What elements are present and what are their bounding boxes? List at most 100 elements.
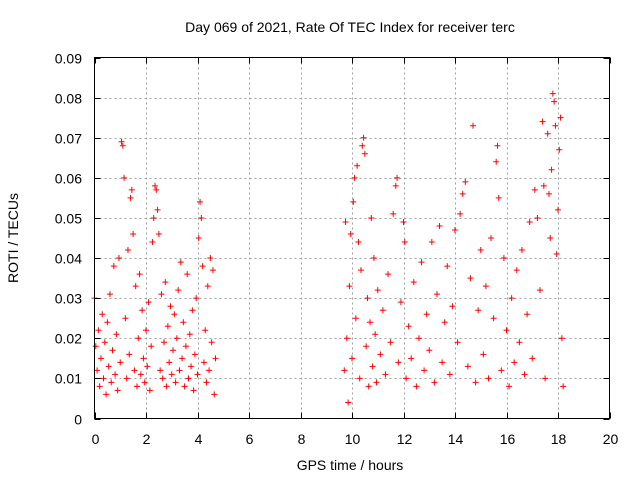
y-tick-label: 0 [74,412,82,428]
data-point [472,379,479,386]
data-point [152,182,159,189]
y-tick-label: 0.03 [55,291,82,307]
x-tick-label: 10 [345,431,361,447]
data-point [373,379,380,386]
data-point [199,263,206,270]
data-point [495,194,502,201]
data-point [521,371,528,378]
data-point [374,287,381,294]
data-point [410,279,417,286]
data-point [167,303,174,310]
x-tick-labels: 0 2 4 6 8 10 12 14 16 18 20 [92,431,619,447]
data-point [343,335,350,342]
data-point [477,247,484,254]
x-tick-label: 12 [397,431,413,447]
data-point [119,142,126,149]
data-point [390,210,397,217]
data-point [431,379,438,386]
data-point [516,339,523,346]
data-point [400,218,407,225]
data-point [508,295,515,302]
data-point [372,331,379,338]
data-point [168,371,175,378]
data-point [351,174,358,181]
data-point [423,311,430,318]
data-point [92,343,99,350]
data-point [540,182,547,189]
x-tick-label: 14 [448,431,464,447]
data-point [113,331,120,338]
x-tick-label: 16 [500,431,516,447]
y-tick-label: 0.05 [55,211,82,227]
data-point [529,355,536,362]
data-point [170,347,177,354]
data-point [480,351,487,358]
data-point [115,255,122,262]
data-point [135,335,142,342]
data-point [459,190,466,197]
data-point [176,367,183,374]
data-point [211,391,218,398]
data-point [198,214,205,221]
data-point [150,214,157,221]
data-point [475,307,482,314]
grid [94,57,610,419]
axis-ticks [94,57,611,420]
data-point [108,379,115,386]
data-point [166,359,173,366]
data-point [194,371,201,378]
data-point [494,142,501,149]
data-point [137,371,144,378]
data-point [557,114,564,121]
data-point [103,391,110,398]
data-point [470,122,477,129]
data-point [164,323,171,330]
x-tick-label: 20 [603,431,619,447]
data-point [482,283,489,290]
data-point [544,130,551,137]
data-point [188,363,195,370]
data-point [536,287,543,294]
data-point [418,259,425,266]
data-point [161,339,168,346]
data-point [97,355,104,362]
data-point [405,323,412,330]
y-tick-labels: 0 0.01 0.02 0.03 0.04 0.05 0.06 0.07 0.08 0.09 [55,51,82,428]
data-point [421,367,428,374]
data-point [350,198,357,205]
data-point [368,214,375,221]
data-point [490,315,497,322]
data-point [403,375,410,382]
data-point [531,186,538,193]
data-point [526,218,533,225]
data-point [552,122,559,129]
data-point [157,367,164,374]
data-point [408,355,415,362]
data-point [349,355,355,362]
data-point [542,375,549,382]
data-point [341,367,348,374]
data-point [163,383,170,390]
data-point [345,399,352,406]
data-point [558,335,565,342]
data-point [367,319,374,326]
data-point [100,375,107,382]
data-point [365,383,372,390]
data-point [124,247,131,254]
data-point [342,218,349,225]
data-point [551,98,558,105]
data-point [181,383,188,390]
data-point [101,339,108,346]
data-point [155,230,162,237]
chart-title: Day 069 of 2021, Rate Of TEC Index for r… [185,19,515,35]
data-point [555,206,561,213]
data-point [173,335,180,342]
data-point [106,291,113,298]
data-point [195,235,202,241]
data-point [172,379,179,386]
data-point [377,351,384,358]
data-point [197,198,204,205]
y-tick-label: 0.07 [55,131,82,147]
data-point [133,383,140,390]
data-point [493,158,500,165]
